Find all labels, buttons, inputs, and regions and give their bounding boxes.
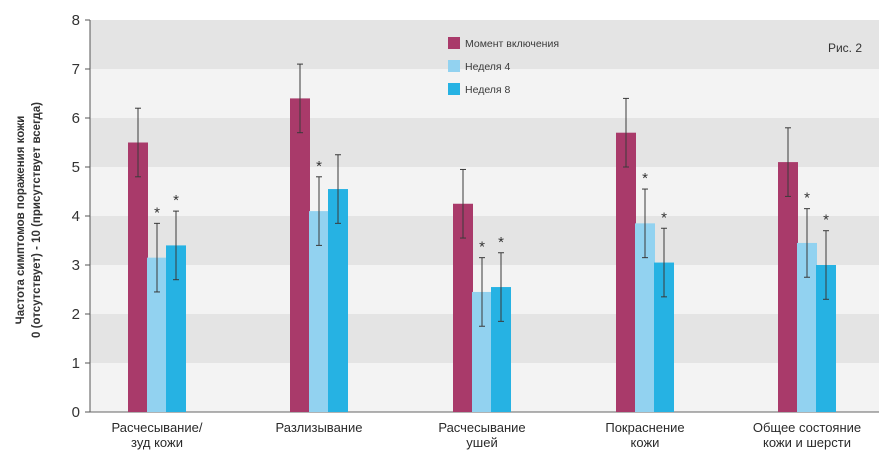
bar (147, 257, 167, 412)
bar (453, 203, 473, 412)
category-label: Расчесывание/зуд кожи (112, 420, 203, 450)
legend-label: Неделя 4 (465, 61, 511, 73)
significance-markers: * * * * * * * * * (154, 158, 829, 256)
significance-star: * (661, 209, 667, 226)
significance-star: * (479, 239, 485, 256)
grid-bands (90, 20, 879, 412)
grid-band (90, 167, 879, 216)
grid-band (90, 118, 879, 167)
legend-label: Момент включения (465, 38, 559, 50)
bar (166, 245, 186, 412)
error-bars (135, 63, 829, 327)
significance-star: * (154, 204, 160, 221)
category-label: Покраснение кожи (605, 420, 684, 450)
y-tick-label: 0 (72, 404, 80, 421)
significance-star: * (823, 212, 829, 229)
bar (491, 287, 511, 412)
y-tick-label: 2 (72, 306, 80, 323)
bar (616, 132, 636, 412)
y-tick-label: 3 (72, 257, 80, 274)
significance-star: * (498, 234, 504, 251)
bar (778, 162, 798, 412)
y-axis-title-text: Частота симптомов поражения кожи 0 (отсут… (15, 102, 43, 338)
grid-band (90, 69, 879, 118)
significance-star: * (642, 170, 648, 187)
category-label: Общее состояние кожи и шерсти (753, 420, 861, 450)
bars (128, 98, 836, 413)
category-label: Разлизывание (276, 420, 363, 435)
bar (472, 291, 492, 412)
legend-label: Неделя 8 (465, 84, 511, 96)
category-label: Расчесывание ушей (438, 420, 525, 450)
bar (309, 211, 329, 412)
bar (635, 223, 655, 412)
significance-star: * (173, 192, 179, 209)
bar (797, 242, 817, 412)
legend-swatch (448, 37, 460, 49)
y-axis-title: Частота симптомов поражения кожи 0 (отсут… (15, 102, 43, 338)
bar (328, 189, 348, 412)
y-tick-label: 1 (72, 355, 80, 372)
legend: Момент включения Неделя 4 Неделя 8 (448, 37, 559, 96)
y-tick-label: 6 (72, 110, 80, 127)
significance-star: * (316, 158, 322, 175)
legend-swatch (448, 60, 460, 72)
grid-band (90, 20, 879, 69)
figure-label: Рис. 2 (828, 41, 862, 55)
bar (654, 262, 674, 412)
y-tick-label: 8 (72, 12, 80, 29)
legend-swatch (448, 83, 460, 95)
bar (816, 265, 836, 412)
y-tick-label: 7 (72, 61, 80, 78)
significance-star: * (804, 190, 810, 207)
bar (290, 98, 310, 413)
bar (128, 142, 148, 412)
y-tick-label: 4 (72, 208, 80, 225)
x-axis-labels: Расчесывание/зуд кожи Разлизывание Расчесы… (112, 420, 862, 450)
grid-band (90, 216, 879, 265)
y-tick-label: 5 (72, 159, 80, 176)
